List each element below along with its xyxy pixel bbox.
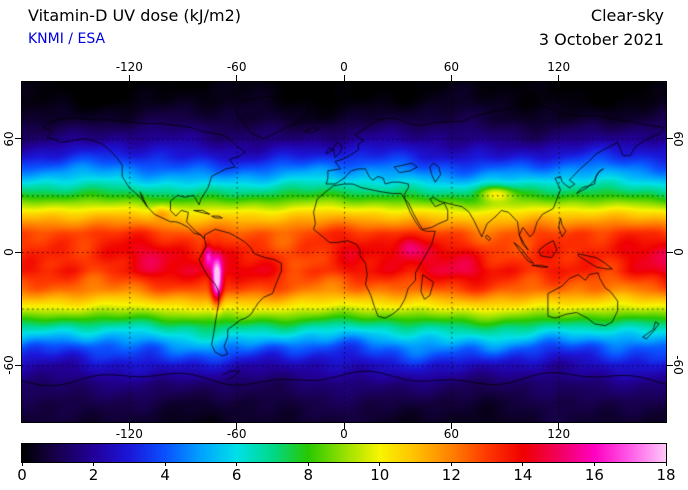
lon-tick-label: 60 [443, 427, 459, 441]
colorbar-tick-label: 8 [303, 466, 313, 484]
axis-tick [15, 364, 21, 366]
axis-tick [450, 75, 452, 81]
lon-tick-label: -120 [115, 60, 143, 74]
colorbar-tick-label: 18 [656, 466, 676, 484]
colorbar-tick-label: 2 [88, 466, 99, 484]
axis-tick [667, 251, 673, 253]
lon-tick-label: 120 [547, 60, 571, 74]
lon-tick-label: 0 [340, 60, 348, 74]
colorbar-tick-label: 6 [231, 466, 242, 484]
colorbar-tick [665, 462, 667, 466]
colorbar-tick [450, 462, 452, 466]
axis-tick [128, 75, 130, 81]
axis-tick [667, 138, 673, 140]
lon-tick-label: -60 [226, 60, 247, 74]
axis-tick [236, 423, 238, 429]
lat-tick-label: 60 [2, 131, 16, 147]
axis-tick [558, 75, 560, 81]
colorbar-tick-label: 14 [513, 466, 533, 484]
axis-tick [15, 138, 21, 140]
axis-tick [558, 423, 560, 429]
axis-tick [450, 423, 452, 429]
colorbar-gradient [22, 444, 666, 462]
lon-tick-label: 0 [340, 427, 348, 441]
uv-heatmap-canvas [22, 82, 666, 422]
sky-condition-label: Clear-sky [590, 6, 664, 25]
lon-tick-label: -60 [226, 427, 247, 441]
lat-tick-label: 0 [671, 248, 685, 256]
lat-tick-label: 0 [2, 248, 16, 256]
world-map [21, 81, 667, 423]
colorbar-tick [593, 462, 595, 466]
lat-tick-label: -60 [2, 355, 16, 376]
lat-tick-label: -60 [671, 355, 685, 376]
lat-tick-label: 60 [671, 131, 685, 147]
colorbar-tick-label: 10 [370, 466, 390, 484]
axis-tick [343, 423, 345, 429]
axis-tick [343, 75, 345, 81]
lon-tick-label: 120 [547, 427, 571, 441]
axis-tick [15, 251, 21, 253]
date-label: 3 October 2021 [538, 30, 664, 49]
colorbar-tick-label: 16 [584, 466, 604, 484]
source-credit: KNMI / ESA [28, 31, 106, 47]
colorbar-tick-label: 12 [441, 466, 461, 484]
colorbar [21, 443, 667, 463]
colorbar-tick [93, 462, 95, 466]
colorbar-tick [307, 462, 309, 466]
lon-tick-label: -120 [115, 427, 143, 441]
axis-tick [667, 364, 673, 366]
colorbar-tick-label: 0 [17, 466, 27, 484]
axis-tick [128, 423, 130, 429]
colorbar-tick [21, 462, 23, 466]
colorbar-tick [164, 462, 166, 466]
colorbar-tick-label: 4 [160, 466, 170, 484]
lon-tick-label: 60 [443, 60, 459, 74]
page-title: Vitamin-D UV dose (kJ/m2) [28, 6, 242, 25]
colorbar-tick [522, 462, 524, 466]
colorbar-tick [236, 462, 238, 466]
axis-tick [236, 75, 238, 81]
colorbar-tick [379, 462, 381, 466]
